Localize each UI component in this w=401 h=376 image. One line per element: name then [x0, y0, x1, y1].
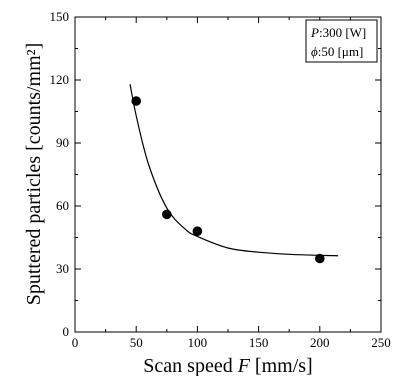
y-axis-title: Sputtered particles [counts/mm²]	[23, 43, 45, 306]
fit-curve	[130, 84, 338, 256]
x-tick-label: 200	[310, 335, 330, 350]
y-tick-label: 120	[50, 72, 70, 87]
plot-frame	[75, 17, 381, 332]
axis-ticks	[75, 17, 381, 332]
x-axis-title: Scan speed F [mm/s]	[143, 355, 312, 376]
x-tick-label: 150	[249, 335, 269, 350]
y-tick-label: 60	[56, 198, 69, 213]
legend-power: P:300 [W]	[310, 25, 366, 40]
legend-diameter: ϕ:50 [μm]	[311, 44, 363, 59]
data-point	[131, 96, 141, 106]
y-tick-label: 0	[63, 324, 70, 339]
data-point	[193, 226, 203, 236]
data-point	[315, 254, 325, 264]
x-tick-label: 100	[188, 335, 208, 350]
data-points	[131, 96, 324, 263]
data-point	[162, 210, 172, 220]
y-tick-label: 90	[56, 135, 69, 150]
y-tick-label: 150	[50, 9, 70, 24]
y-tick-label: 30	[56, 261, 69, 276]
x-tick-label: 250	[371, 335, 391, 350]
legend-box: P:300 [W] ϕ:50 [μm]	[306, 20, 377, 62]
x-tick-label: 0	[72, 335, 79, 350]
x-tick-label: 50	[130, 335, 143, 350]
